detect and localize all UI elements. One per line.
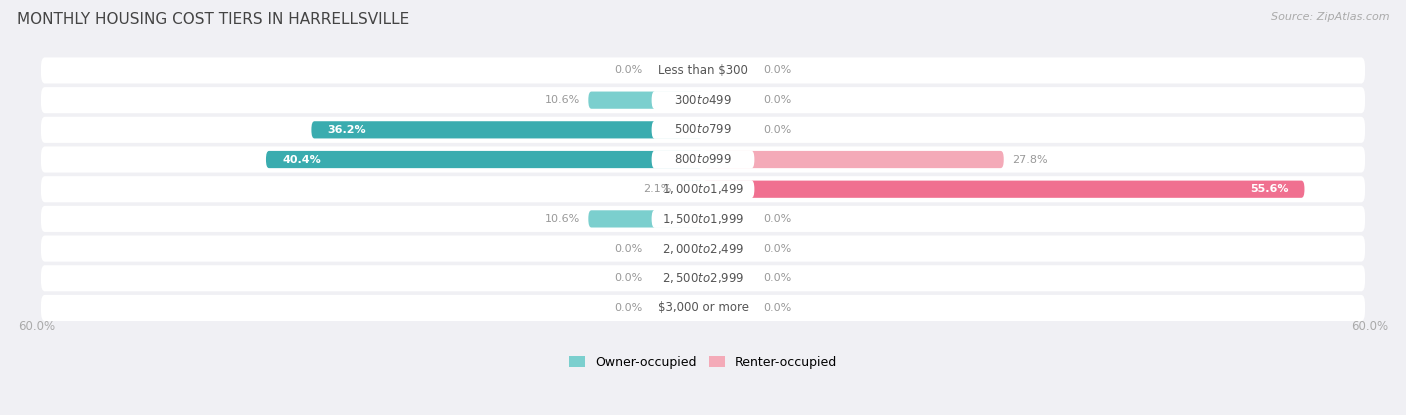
Text: $1,000 to $1,499: $1,000 to $1,499 xyxy=(662,182,744,196)
FancyBboxPatch shape xyxy=(651,299,755,317)
Text: 60.0%: 60.0% xyxy=(18,320,55,333)
Text: 0.0%: 0.0% xyxy=(763,66,792,76)
Text: $2,000 to $2,499: $2,000 to $2,499 xyxy=(662,242,744,256)
FancyBboxPatch shape xyxy=(651,210,755,228)
FancyBboxPatch shape xyxy=(651,91,755,109)
Text: Source: ZipAtlas.com: Source: ZipAtlas.com xyxy=(1271,12,1389,22)
FancyBboxPatch shape xyxy=(41,236,1365,261)
Text: 0.0%: 0.0% xyxy=(763,214,792,224)
FancyBboxPatch shape xyxy=(311,121,703,139)
Text: $800 to $999: $800 to $999 xyxy=(673,153,733,166)
FancyBboxPatch shape xyxy=(651,121,755,139)
Text: 2.1%: 2.1% xyxy=(644,184,672,194)
FancyBboxPatch shape xyxy=(41,176,1365,202)
FancyBboxPatch shape xyxy=(41,206,1365,232)
FancyBboxPatch shape xyxy=(41,117,1365,143)
Text: 0.0%: 0.0% xyxy=(763,303,792,313)
Text: 0.0%: 0.0% xyxy=(763,244,792,254)
Text: 0.0%: 0.0% xyxy=(614,273,643,283)
FancyBboxPatch shape xyxy=(651,61,755,80)
Text: 10.6%: 10.6% xyxy=(544,95,579,105)
Text: 40.4%: 40.4% xyxy=(283,154,321,164)
Text: 36.2%: 36.2% xyxy=(328,125,366,135)
Text: 0.0%: 0.0% xyxy=(614,244,643,254)
FancyBboxPatch shape xyxy=(41,295,1365,321)
FancyBboxPatch shape xyxy=(703,151,1004,168)
FancyBboxPatch shape xyxy=(681,181,703,198)
FancyBboxPatch shape xyxy=(651,151,755,168)
FancyBboxPatch shape xyxy=(41,265,1365,291)
Text: MONTHLY HOUSING COST TIERS IN HARRELLSVILLE: MONTHLY HOUSING COST TIERS IN HARRELLSVI… xyxy=(17,12,409,27)
FancyBboxPatch shape xyxy=(651,239,755,258)
FancyBboxPatch shape xyxy=(703,181,1305,198)
Text: $500 to $799: $500 to $799 xyxy=(673,123,733,137)
FancyBboxPatch shape xyxy=(266,151,703,168)
Text: 0.0%: 0.0% xyxy=(763,273,792,283)
Text: 0.0%: 0.0% xyxy=(763,95,792,105)
Legend: Owner-occupied, Renter-occupied: Owner-occupied, Renter-occupied xyxy=(568,356,838,369)
Text: $2,500 to $2,999: $2,500 to $2,999 xyxy=(662,271,744,285)
FancyBboxPatch shape xyxy=(41,146,1365,173)
FancyBboxPatch shape xyxy=(651,180,755,198)
FancyBboxPatch shape xyxy=(651,269,755,287)
FancyBboxPatch shape xyxy=(41,87,1365,113)
Text: Less than $300: Less than $300 xyxy=(658,64,748,77)
Text: 10.6%: 10.6% xyxy=(544,214,579,224)
FancyBboxPatch shape xyxy=(588,210,703,227)
Text: $1,500 to $1,999: $1,500 to $1,999 xyxy=(662,212,744,226)
Text: 0.0%: 0.0% xyxy=(614,303,643,313)
Text: 27.8%: 27.8% xyxy=(1012,154,1047,164)
Text: 60.0%: 60.0% xyxy=(1351,320,1388,333)
Text: $3,000 or more: $3,000 or more xyxy=(658,301,748,315)
Text: 0.0%: 0.0% xyxy=(614,66,643,76)
FancyBboxPatch shape xyxy=(588,92,703,109)
Text: 55.6%: 55.6% xyxy=(1250,184,1288,194)
Text: 0.0%: 0.0% xyxy=(763,125,792,135)
Text: $300 to $499: $300 to $499 xyxy=(673,94,733,107)
FancyBboxPatch shape xyxy=(41,57,1365,83)
